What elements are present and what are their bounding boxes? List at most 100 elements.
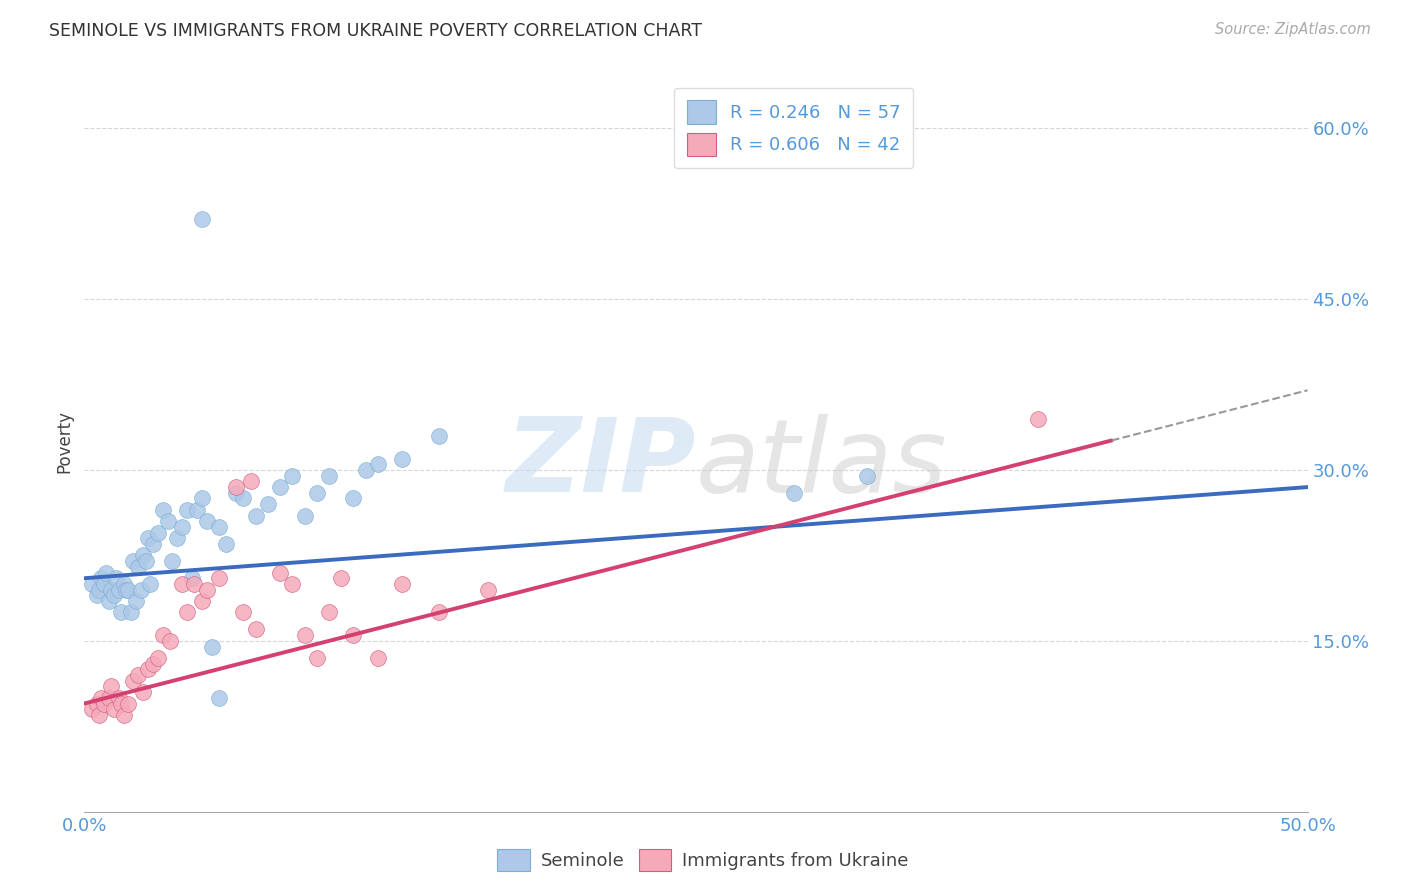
Point xyxy=(367,458,389,472)
Point xyxy=(112,707,135,722)
Point xyxy=(100,582,122,597)
Point xyxy=(142,537,165,551)
Point xyxy=(139,577,162,591)
Point xyxy=(127,668,149,682)
Point xyxy=(191,594,214,608)
Point xyxy=(97,690,120,705)
Point xyxy=(96,566,118,580)
Legend: R = 0.246   N = 57, R = 0.606   N = 42: R = 0.246 N = 57, R = 0.606 N = 42 xyxy=(675,87,914,169)
Point xyxy=(186,503,208,517)
Point xyxy=(281,577,304,591)
Point xyxy=(1028,411,1050,425)
Point xyxy=(305,651,328,665)
Point xyxy=(103,702,125,716)
Text: ZIP: ZIP xyxy=(505,413,696,515)
Point xyxy=(208,571,231,585)
Point xyxy=(132,549,155,563)
Text: Source: ZipAtlas.com: Source: ZipAtlas.com xyxy=(1215,22,1371,37)
Point xyxy=(391,451,413,466)
Point xyxy=(86,588,108,602)
Point xyxy=(427,606,450,620)
Point xyxy=(208,690,231,705)
Point xyxy=(225,480,247,494)
Point xyxy=(112,577,135,591)
Point xyxy=(269,566,291,580)
Point xyxy=(176,503,198,517)
Point xyxy=(107,690,129,705)
Point xyxy=(80,702,103,716)
Point xyxy=(191,212,214,227)
Point xyxy=(93,577,115,591)
Legend: Seminole, Immigrants from Ukraine: Seminole, Immigrants from Ukraine xyxy=(491,842,915,879)
Point xyxy=(367,651,389,665)
Point xyxy=(305,485,328,500)
Point xyxy=(330,571,353,585)
Text: SEMINOLE VS IMMIGRANTS FROM UKRAINE POVERTY CORRELATION CHART: SEMINOLE VS IMMIGRANTS FROM UKRAINE POVE… xyxy=(49,22,702,40)
Point xyxy=(117,582,139,597)
Point xyxy=(783,485,806,500)
Point xyxy=(105,571,128,585)
Point xyxy=(90,690,112,705)
Point xyxy=(354,463,377,477)
Point xyxy=(200,640,222,654)
Point xyxy=(172,577,194,591)
Point xyxy=(191,491,214,506)
Point xyxy=(181,571,204,585)
Point xyxy=(152,503,174,517)
Point xyxy=(117,697,139,711)
Point xyxy=(110,697,132,711)
Point xyxy=(110,606,132,620)
Point xyxy=(318,606,340,620)
Point xyxy=(342,491,364,506)
Point xyxy=(136,662,159,676)
Point xyxy=(93,697,115,711)
Point xyxy=(245,508,267,523)
Point xyxy=(80,577,103,591)
Point xyxy=(294,508,316,523)
Point xyxy=(176,606,198,620)
Point xyxy=(115,582,138,597)
Point xyxy=(195,514,218,528)
Point xyxy=(856,468,879,483)
Point xyxy=(215,537,238,551)
Point xyxy=(129,582,152,597)
Point xyxy=(127,559,149,574)
Y-axis label: Poverty: Poverty xyxy=(55,410,73,473)
Point xyxy=(156,514,179,528)
Point xyxy=(172,520,194,534)
Point xyxy=(136,532,159,546)
Point xyxy=(195,582,218,597)
Point xyxy=(146,525,169,540)
Point xyxy=(159,633,181,648)
Point xyxy=(239,475,262,489)
Point xyxy=(103,588,125,602)
Point xyxy=(183,577,205,591)
Point xyxy=(391,577,413,591)
Point xyxy=(146,651,169,665)
Point xyxy=(107,582,129,597)
Point xyxy=(86,697,108,711)
Point xyxy=(152,628,174,642)
Point xyxy=(122,554,145,568)
Point xyxy=(318,468,340,483)
Point xyxy=(225,485,247,500)
Point xyxy=(208,520,231,534)
Point xyxy=(120,606,142,620)
Point xyxy=(269,480,291,494)
Point xyxy=(125,594,148,608)
Point xyxy=(87,582,110,597)
Point xyxy=(427,429,450,443)
Point xyxy=(132,685,155,699)
Point xyxy=(90,571,112,585)
Point xyxy=(294,628,316,642)
Point xyxy=(135,554,157,568)
Point xyxy=(100,680,122,694)
Point xyxy=(281,468,304,483)
Point xyxy=(162,554,184,568)
Text: atlas: atlas xyxy=(696,414,948,514)
Point xyxy=(232,606,254,620)
Point xyxy=(257,497,280,511)
Point xyxy=(142,657,165,671)
Point xyxy=(245,623,267,637)
Point xyxy=(122,673,145,688)
